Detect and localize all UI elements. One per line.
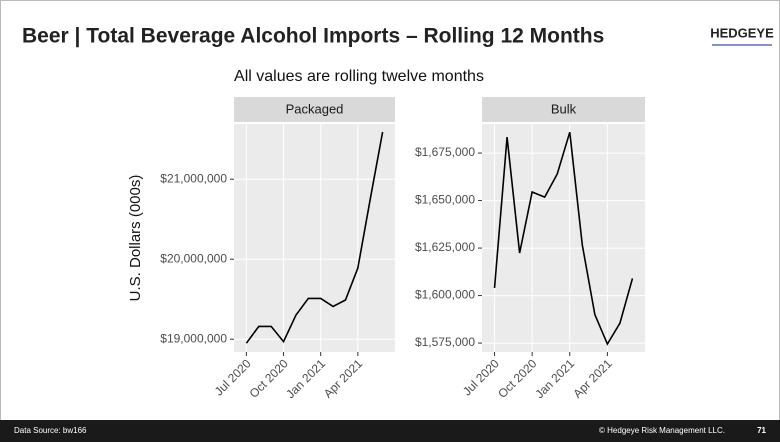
y-tick-label: $1,600,000 <box>415 288 475 302</box>
y-tick-label: $19,000,000 <box>160 331 227 345</box>
y-axis-label: U.S. Dollars (000s) <box>127 175 144 302</box>
plot-background <box>482 124 645 352</box>
panel-title: Packaged <box>286 101 344 116</box>
line <box>245 131 384 344</box>
panel-strip <box>234 97 395 122</box>
y-tick-label: $21,000,000 <box>160 171 227 185</box>
logo: HEDGEYE <box>710 25 774 40</box>
panel-title: Bulk <box>551 101 577 116</box>
line <box>493 131 634 346</box>
footer-bar <box>0 420 780 442</box>
plot-background <box>234 124 395 352</box>
slide-title: Beer | Total Beverage Alcohol Imports – … <box>22 25 604 48</box>
y-tick-label: $1,650,000 <box>415 193 475 207</box>
panel-strip <box>482 97 645 122</box>
y-tick-label: $1,625,000 <box>415 240 475 254</box>
chart-subtitle: All values are rolling twelve months <box>234 68 484 85</box>
y-tick-label: $1,575,000 <box>415 335 475 349</box>
y-tick-label: $20,000,000 <box>160 251 227 265</box>
footer-copyright: © Hedgeye Risk Management LLC. <box>599 426 725 435</box>
page-number: 71 <box>757 426 766 435</box>
y-tick-label: $1,675,000 <box>415 145 475 159</box>
footer-source: Data Source: bw166 <box>14 426 87 435</box>
